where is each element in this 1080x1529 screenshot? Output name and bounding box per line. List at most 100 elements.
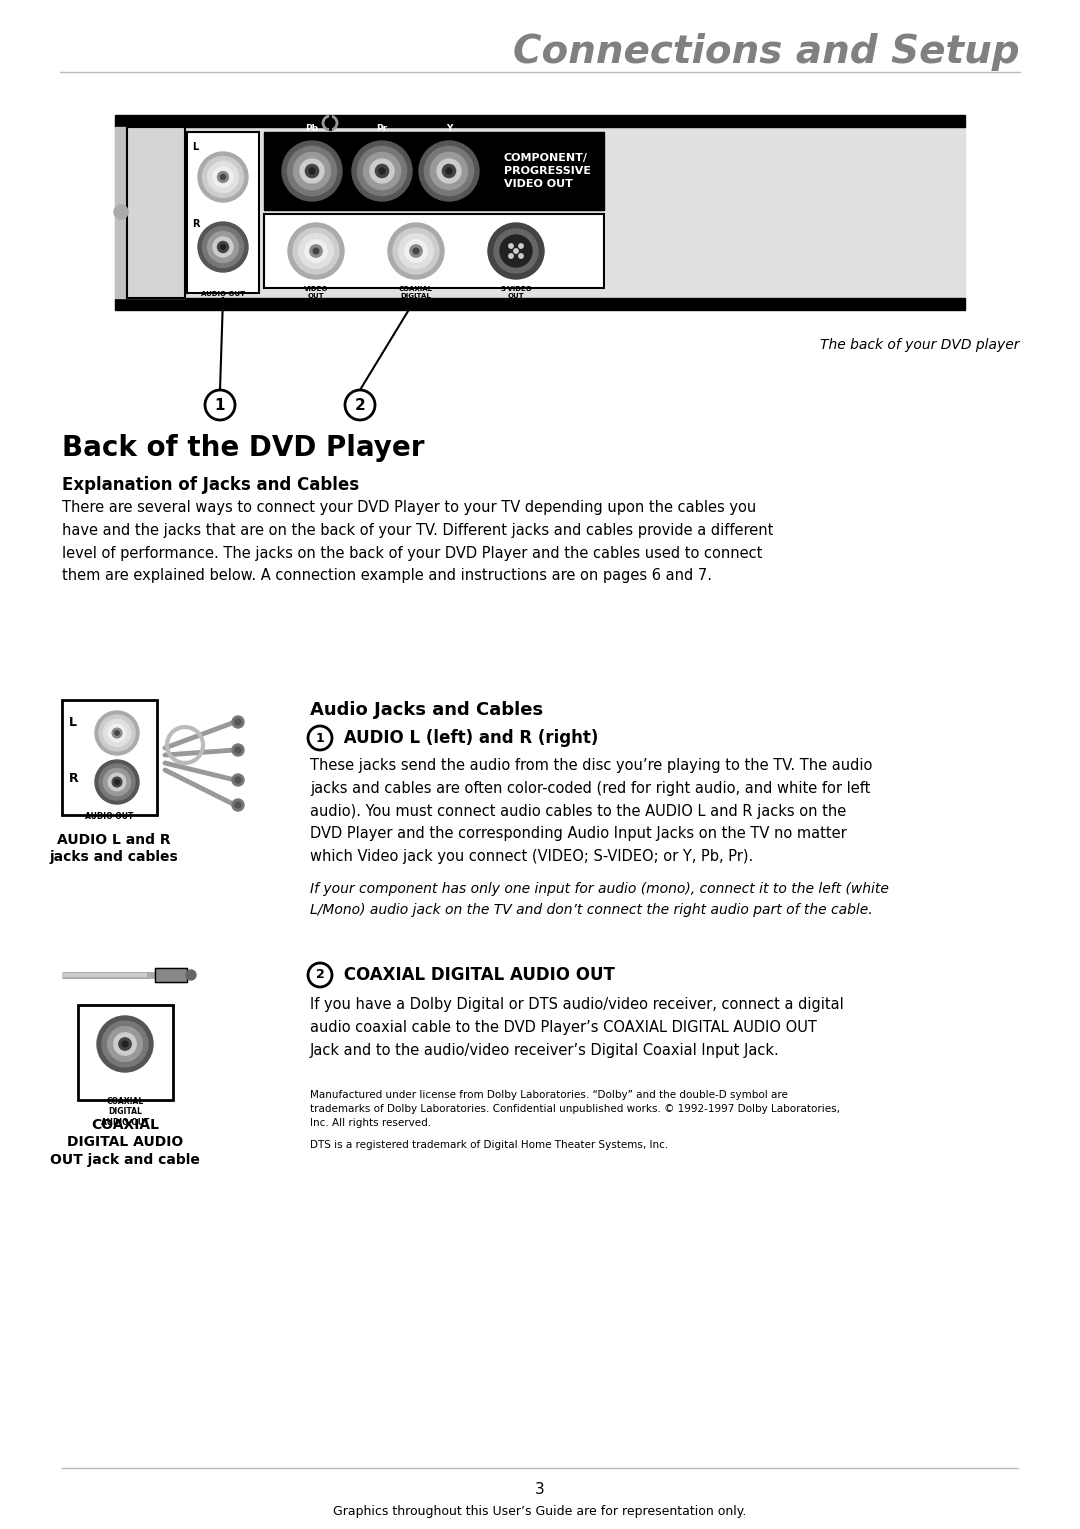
Circle shape [108,774,125,790]
Text: 2: 2 [315,968,324,982]
Circle shape [288,223,345,278]
Circle shape [419,141,480,200]
Text: R: R [69,772,79,784]
Bar [127,127,185,298]
Circle shape [345,390,375,420]
Circle shape [363,153,401,190]
Text: COAXIAL
DIGITAL
AUDIO OUT: COAXIAL DIGITAL AUDIO OUT [100,1096,149,1127]
Circle shape [514,249,518,254]
Text: L: L [192,142,199,151]
Circle shape [203,226,243,268]
Bar [114,127,966,298]
Circle shape [437,159,461,183]
Bar [156,968,187,982]
Circle shape [294,153,330,190]
Circle shape [232,745,244,755]
Circle shape [357,147,406,196]
Circle shape [217,171,229,182]
Text: If your component has only one input for audio (mono), connect it to the left (w: If your component has only one input for… [310,882,889,917]
Circle shape [203,156,243,197]
Text: DTS is a registered trademark of Digital Home Theater Systems, Inc.: DTS is a registered trademark of Digital… [310,1141,669,1150]
Circle shape [409,245,422,257]
Bar [78,1005,173,1099]
Text: AUDIO L and R
jacks and cables: AUDIO L and R jacks and cables [50,833,178,864]
Circle shape [220,245,226,249]
Circle shape [114,780,119,784]
Text: Y: Y [446,124,453,133]
Text: VIDEO
OUT: VIDEO OUT [303,286,328,300]
Circle shape [102,1021,148,1067]
Circle shape [308,726,332,751]
Text: L: L [69,716,77,728]
Circle shape [488,223,544,278]
Circle shape [518,254,523,258]
Circle shape [376,165,389,177]
Bar [187,131,259,294]
Circle shape [446,168,453,174]
Circle shape [104,769,131,795]
Circle shape [207,231,239,263]
Circle shape [99,716,135,751]
Text: These jacks send the audio from the disc you’re playing to the TV. The audio
jac: These jacks send the audio from the disc… [310,758,873,864]
Circle shape [198,222,248,272]
Bar [264,131,604,209]
Circle shape [310,245,322,257]
Circle shape [305,240,327,261]
Circle shape [300,159,324,183]
Circle shape [500,235,532,268]
Circle shape [235,748,241,752]
Circle shape [108,725,125,742]
Text: Back of the DVD Player: Back of the DVD Player [62,434,424,462]
Circle shape [287,147,337,196]
Circle shape [97,1015,153,1072]
Text: COMPONENT/
PROGRESSIVE
VIDEO OUT: COMPONENT/ PROGRESSIVE VIDEO OUT [504,153,591,190]
Circle shape [108,1026,143,1061]
Circle shape [379,168,384,174]
Circle shape [308,963,332,988]
Circle shape [217,242,229,252]
Bar [156,968,187,982]
Circle shape [198,151,248,202]
Text: Explanation of Jacks and Cables: Explanation of Jacks and Cables [62,476,360,494]
Text: 1: 1 [315,731,324,745]
Bar [127,127,185,298]
Circle shape [399,234,433,269]
Text: 3: 3 [535,1483,545,1497]
Circle shape [114,205,129,219]
Circle shape [232,774,244,786]
Circle shape [95,711,139,755]
Circle shape [414,248,419,254]
Circle shape [431,153,468,190]
Circle shape [104,719,131,746]
Circle shape [235,777,241,783]
Text: COAXIAL DIGITAL AUDIO OUT: COAXIAL DIGITAL AUDIO OUT [338,966,615,985]
Circle shape [424,147,474,196]
Circle shape [309,168,315,174]
Circle shape [393,228,438,274]
Text: R: R [192,219,200,229]
Circle shape [518,243,523,248]
Text: There are several ways to connect your DVD Player to your TV depending upon the : There are several ways to connect your D… [62,500,773,584]
Bar [114,115,966,127]
Circle shape [388,223,444,278]
Bar [264,214,604,287]
Bar [264,214,604,287]
Circle shape [186,969,195,980]
Circle shape [213,167,233,187]
Circle shape [112,777,122,787]
Circle shape [95,760,139,804]
Bar [187,131,259,294]
Text: Manufactured under license from Dolby Laboratories. “Dolby” and the double-D sym: Manufactured under license from Dolby La… [310,1090,840,1128]
Circle shape [119,1038,131,1050]
Text: AUDIO OUT: AUDIO OUT [201,291,245,297]
Text: 1: 1 [215,398,226,413]
Text: Connections and Setup: Connections and Setup [513,34,1020,70]
Text: Audio Jacks and Cables: Audio Jacks and Cables [310,700,543,719]
Text: Pr: Pr [377,124,388,133]
Circle shape [232,800,244,810]
Text: The back of your DVD player: The back of your DVD player [821,338,1020,352]
Circle shape [112,728,122,739]
Text: If you have a Dolby Digital or DTS audio/video receiver, connect a digital
audio: If you have a Dolby Digital or DTS audio… [310,997,843,1058]
Circle shape [114,731,119,735]
Text: AUDIO OUT: AUDIO OUT [85,812,133,821]
